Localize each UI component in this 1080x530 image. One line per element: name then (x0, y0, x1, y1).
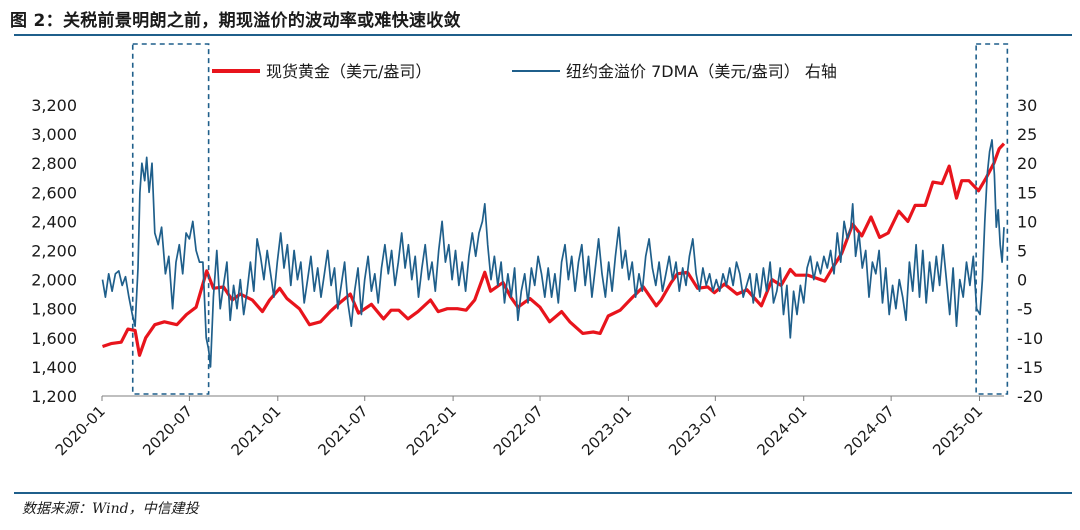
y-right-tick-label: 25 (1017, 125, 1037, 144)
y-right-tick-label: 15 (1017, 183, 1037, 202)
y-right-tick-label: 20 (1017, 154, 1037, 173)
x-tick-label: 2024-07 (841, 402, 898, 459)
x-tick-label: 2022-07 (490, 402, 547, 459)
x-tick-label: 2023-01 (578, 402, 635, 459)
y-left-tick-label: 1,200 (31, 387, 77, 406)
y-right-tick-label: -15 (1017, 358, 1043, 377)
dual-axis-line-chart: 1,200 1,400 1,600 1,800 2,000 2,200 2,400 2,600… (31, 43, 1043, 459)
title-rule (14, 34, 1072, 36)
y-right-tick-label: 30 (1017, 96, 1037, 115)
y-left-tick-label: 1,600 (31, 329, 77, 348)
x-tick-label: 2020-07 (139, 402, 196, 459)
highlight-box (975, 43, 1009, 395)
y-right-tick-label: 0 (1017, 271, 1027, 290)
x-tick-label: 2021-01 (228, 402, 285, 459)
x-tick-label: 2022-01 (403, 402, 460, 459)
x-tick-label: 2020-01 (52, 402, 109, 459)
y-left-tick-label: 3,200 (31, 96, 77, 115)
y-left-tick-label: 2,000 (31, 271, 77, 290)
y-left-tick-label: 2,200 (31, 242, 77, 261)
x-tick-label: 2025-01 (929, 402, 986, 459)
highlight-box (131, 43, 210, 395)
y-right-tick-label: -20 (1017, 387, 1043, 406)
legend-label-premium: 纽约金溢价 7DMA（美元/盎司） 右轴 (566, 62, 837, 81)
y-right-tick-label: 5 (1017, 242, 1027, 261)
y-right-tick-label: -5 (1017, 300, 1033, 319)
y-left-tick-label: 3,000 (31, 125, 77, 144)
y-right-tick-label: -10 (1017, 329, 1043, 348)
x-tick-label: 2023-07 (665, 402, 722, 459)
y-left-tick-label: 2,600 (31, 183, 77, 202)
y-left-tick-label: 2,800 (31, 154, 77, 173)
y-right-tick-label: 10 (1017, 212, 1037, 231)
y-left-tick-label: 1,800 (31, 300, 77, 319)
figure-title: 图 2：关税前景明朗之前，期现溢价的波动率或难快速收敛 (10, 11, 461, 31)
spot-gold-line (101, 142, 1006, 357)
premium-7dma-line (101, 139, 1005, 368)
x-tick-label: 2024-01 (753, 402, 810, 459)
legend-label-spot-gold: 现货黄金（美元/盎司） (266, 62, 431, 81)
source-rule (14, 492, 1072, 494)
source-note: 数据来源：Wind，中信建投 (22, 501, 199, 517)
x-tick-label: 2021-07 (314, 402, 371, 459)
y-left-tick-label: 1,400 (31, 358, 77, 377)
y-left-tick-label: 2,400 (31, 212, 77, 231)
